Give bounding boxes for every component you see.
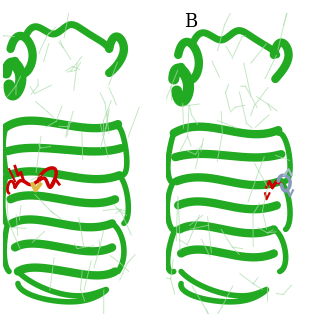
Text: B: B xyxy=(184,13,197,31)
